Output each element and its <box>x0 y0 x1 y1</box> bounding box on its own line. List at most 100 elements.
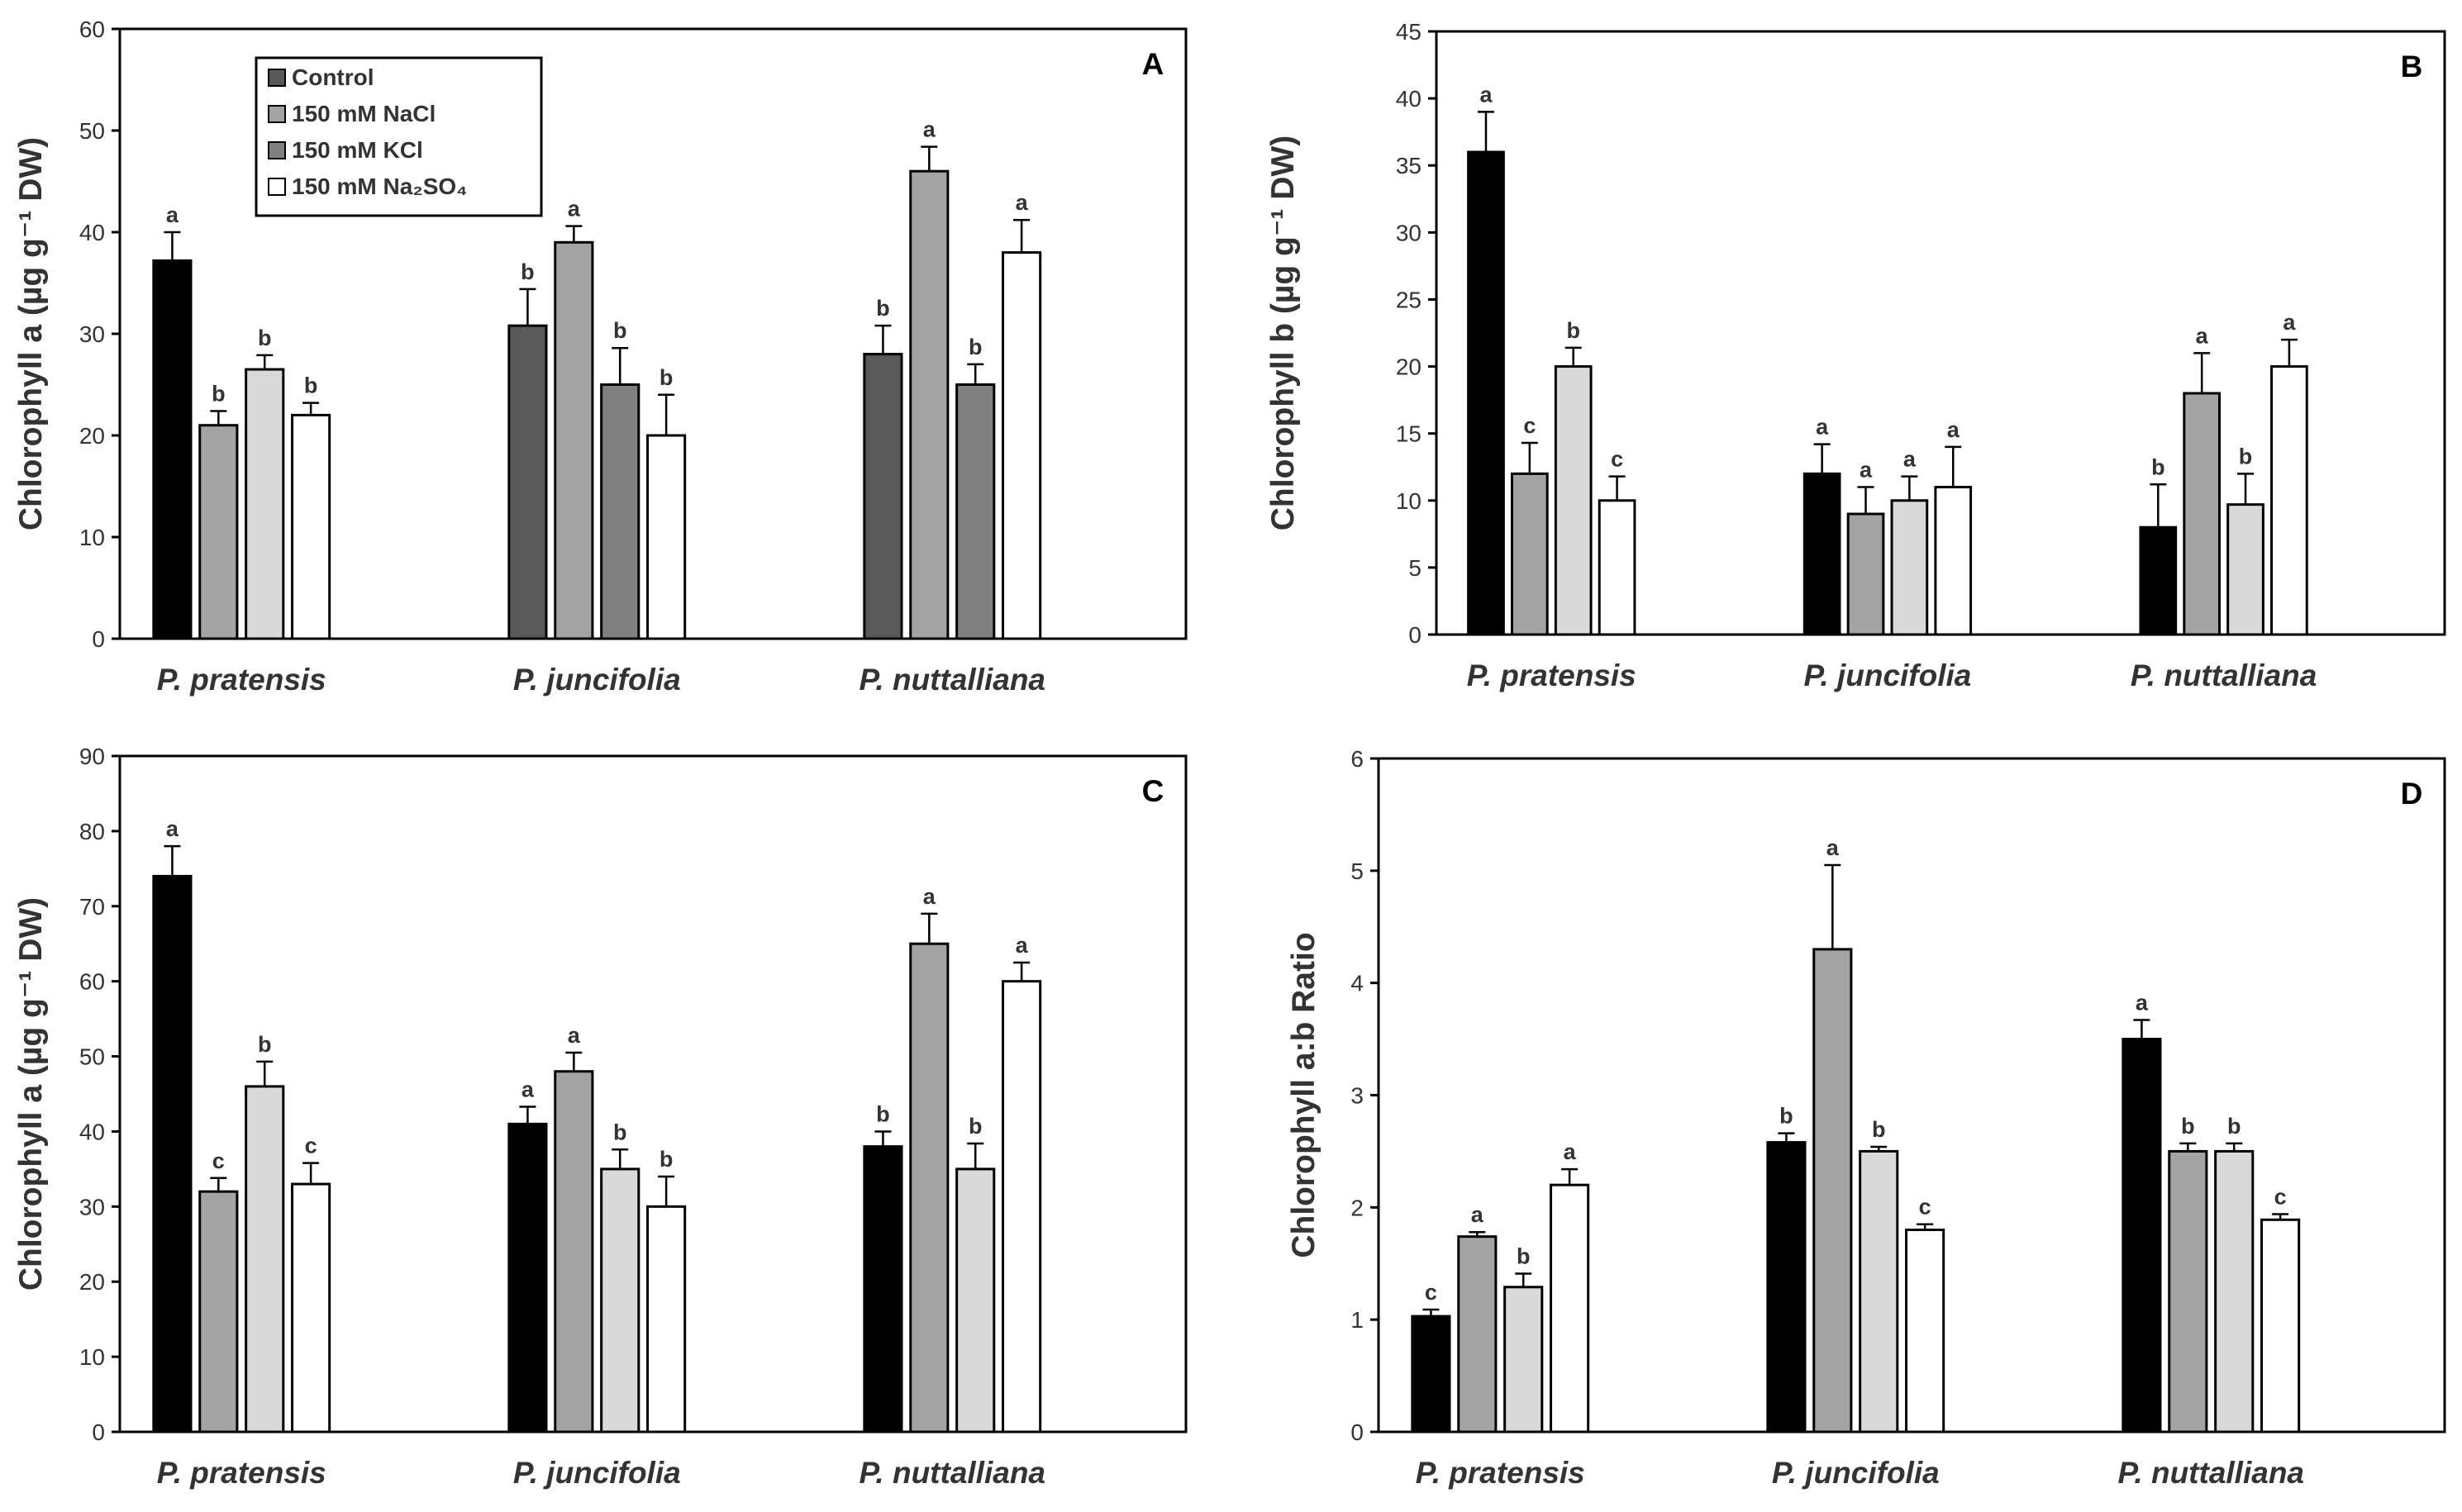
panel-b-bar <box>1846 512 1885 636</box>
panel-d-category-label: P. nuttalliana <box>2118 1456 2305 1490</box>
panel-b-bar <box>1511 472 1549 636</box>
panel-a-category-label: P. nuttalliana <box>860 663 1046 697</box>
panel-c-y-tick-label: 0 <box>92 1419 105 1445</box>
panel-a-bar <box>600 383 641 640</box>
panel-a-bar <box>198 424 239 640</box>
panel-c-letter: C <box>1142 774 1164 808</box>
panel-b-significance-letter: a <box>2283 310 2296 335</box>
panel-c-bar <box>507 1122 548 1434</box>
panel-b-significance-letter: a <box>1860 458 1873 483</box>
panel-d-y-tick-label: 1 <box>1350 1307 1364 1333</box>
panel-b-significance-letter: a <box>1479 82 1493 107</box>
panel-d-y-tick-label: 5 <box>1350 858 1364 884</box>
panel-c-y-tick-label: 60 <box>79 969 105 995</box>
panel-a-significance-letter: b <box>304 373 318 398</box>
panel-d-significance-letter: a <box>1471 1202 1484 1227</box>
panel-d-bar <box>1905 1229 1945 1434</box>
panel-b-significance-letter: b <box>1566 318 1580 343</box>
panel-c-bar <box>600 1167 641 1434</box>
panel-c-category-label: P. nuttalliana <box>860 1456 1046 1490</box>
panel-d-y-tick-label: 2 <box>1350 1195 1364 1220</box>
panel-b-y-tick-label: 25 <box>1396 287 1421 312</box>
panel-a-significance-letter: b <box>521 259 535 284</box>
panel-b-letter: B <box>2401 50 2423 83</box>
panel-b-y-tick-label: 20 <box>1396 354 1421 380</box>
panel-c-bar <box>863 1145 903 1434</box>
panel-b-significance-letter: a <box>1947 417 1960 442</box>
panel-c-significance-letter: c <box>305 1134 317 1158</box>
panel-b-y-tick-label: 40 <box>1396 86 1421 112</box>
panel-d-bar <box>1457 1235 1498 1434</box>
panel-d-significance-letter: b <box>1517 1243 1531 1268</box>
panel-b-category-label: P. pratensis <box>1467 659 1636 692</box>
panel-a-bar <box>1002 251 1042 640</box>
panel-a-y-tick-label: 60 <box>79 17 105 42</box>
panel-a-bar <box>955 383 996 640</box>
legend-swatch-nacl <box>268 105 286 123</box>
panel-a-bar <box>554 240 594 640</box>
panel-a-significance-letter: a <box>1016 190 1029 215</box>
panel-b-y-tick-label: 0 <box>1408 622 1421 648</box>
panel-a-y-tick-label: 20 <box>79 423 105 449</box>
panel-d-category-label: P. juncifolia <box>1772 1456 1940 1490</box>
panel-c-y-tick-label: 30 <box>79 1194 105 1220</box>
panel-b-significance-letter: a <box>1903 447 1917 472</box>
panel-a-significance-letter: a <box>166 202 179 227</box>
panel-c-category-label: P. pratensis <box>157 1456 326 1490</box>
panel-a-y-tick-label: 30 <box>79 321 105 347</box>
panel-a-y-tick-label: 10 <box>79 525 105 550</box>
legend-label-na2so4: 150 mM Na₂SO₄ <box>292 174 468 199</box>
panel-a-bar <box>863 353 903 640</box>
panel-c-bar <box>909 942 950 1434</box>
panel-c-y-tick-label: 70 <box>79 894 105 920</box>
panel-b-y-tick-label: 35 <box>1396 153 1421 178</box>
panel-a-significance-letter: b <box>660 365 674 390</box>
panel-c-y-tick-label: 90 <box>79 744 105 769</box>
panel-b-significance-letter: c <box>1523 413 1536 438</box>
panel-c: 0 10 20 30 40 50 60 70 80 90 Chlorophyll a (µg g⁻¹… <box>13 744 1188 1490</box>
panel-c-significance-letter: a <box>923 884 936 909</box>
panel-d-bar <box>2214 1149 2255 1434</box>
legend-swatch-control <box>268 69 286 87</box>
panel-c-bar <box>245 1085 285 1434</box>
panel-b-y-tick-label: 5 <box>1408 555 1421 581</box>
panel-a-y-tick-label: 40 <box>79 220 105 245</box>
panel-d-y-tick-label: 6 <box>1350 746 1364 772</box>
panel-b-bar <box>1554 365 1593 636</box>
panel-d-significance-letter: b <box>1779 1104 1793 1129</box>
legend-box <box>255 56 543 217</box>
panel-c-significance-letter: a <box>1016 933 1029 958</box>
panel-b-bar <box>1934 486 1973 636</box>
panel-a-bar <box>646 434 687 640</box>
panel-c-bar <box>198 1190 239 1434</box>
panel-c-y-tick-label: 80 <box>79 819 105 844</box>
panel-d-y-tick-label: 3 <box>1350 1083 1364 1109</box>
panel-b-bar <box>2139 525 2178 636</box>
panel-b-significance-letter: a <box>2196 323 2209 348</box>
legend-label-nacl: 150 mM NaCl <box>292 101 436 126</box>
panel-d-significance-letter: a <box>2136 990 2149 1015</box>
legend-swatch-kcl <box>268 141 286 159</box>
panel-a-bar <box>909 169 950 640</box>
panel-b-category-label: P. nuttalliana <box>2131 659 2317 692</box>
panel-b-category-label: P. juncifolia <box>1804 659 1972 692</box>
panel-b: 0 5 10 15 20 25 30 35 40 45 Chlorophyll b (µg g⁻¹ … <box>1265 19 2446 692</box>
panel-b-bar <box>1802 472 1841 636</box>
panel-b-y-tick-label: 30 <box>1396 220 1421 245</box>
panel-d-bar <box>1550 1183 1590 1434</box>
panel-c-bar <box>291 1182 331 1434</box>
panel-c-bar <box>152 874 193 1434</box>
panel-a-category-label: P. juncifolia <box>513 663 681 697</box>
panel-c-significance-letter: b <box>258 1032 272 1057</box>
panel-d-significance-letter: b <box>2227 1114 2241 1139</box>
panel-d-bar <box>2260 1218 2301 1434</box>
legend-swatch-na2so4 <box>268 178 286 196</box>
panel-c-significance-letter: b <box>613 1120 627 1144</box>
panel-a-bar <box>291 413 331 640</box>
panel-a-significance-letter: b <box>876 296 890 321</box>
panel-d-significance-letter: a <box>1564 1139 1577 1164</box>
panel-c-significance-letter: a <box>568 1023 581 1048</box>
legend-label-kcl: 150 mM KCl <box>292 137 423 163</box>
